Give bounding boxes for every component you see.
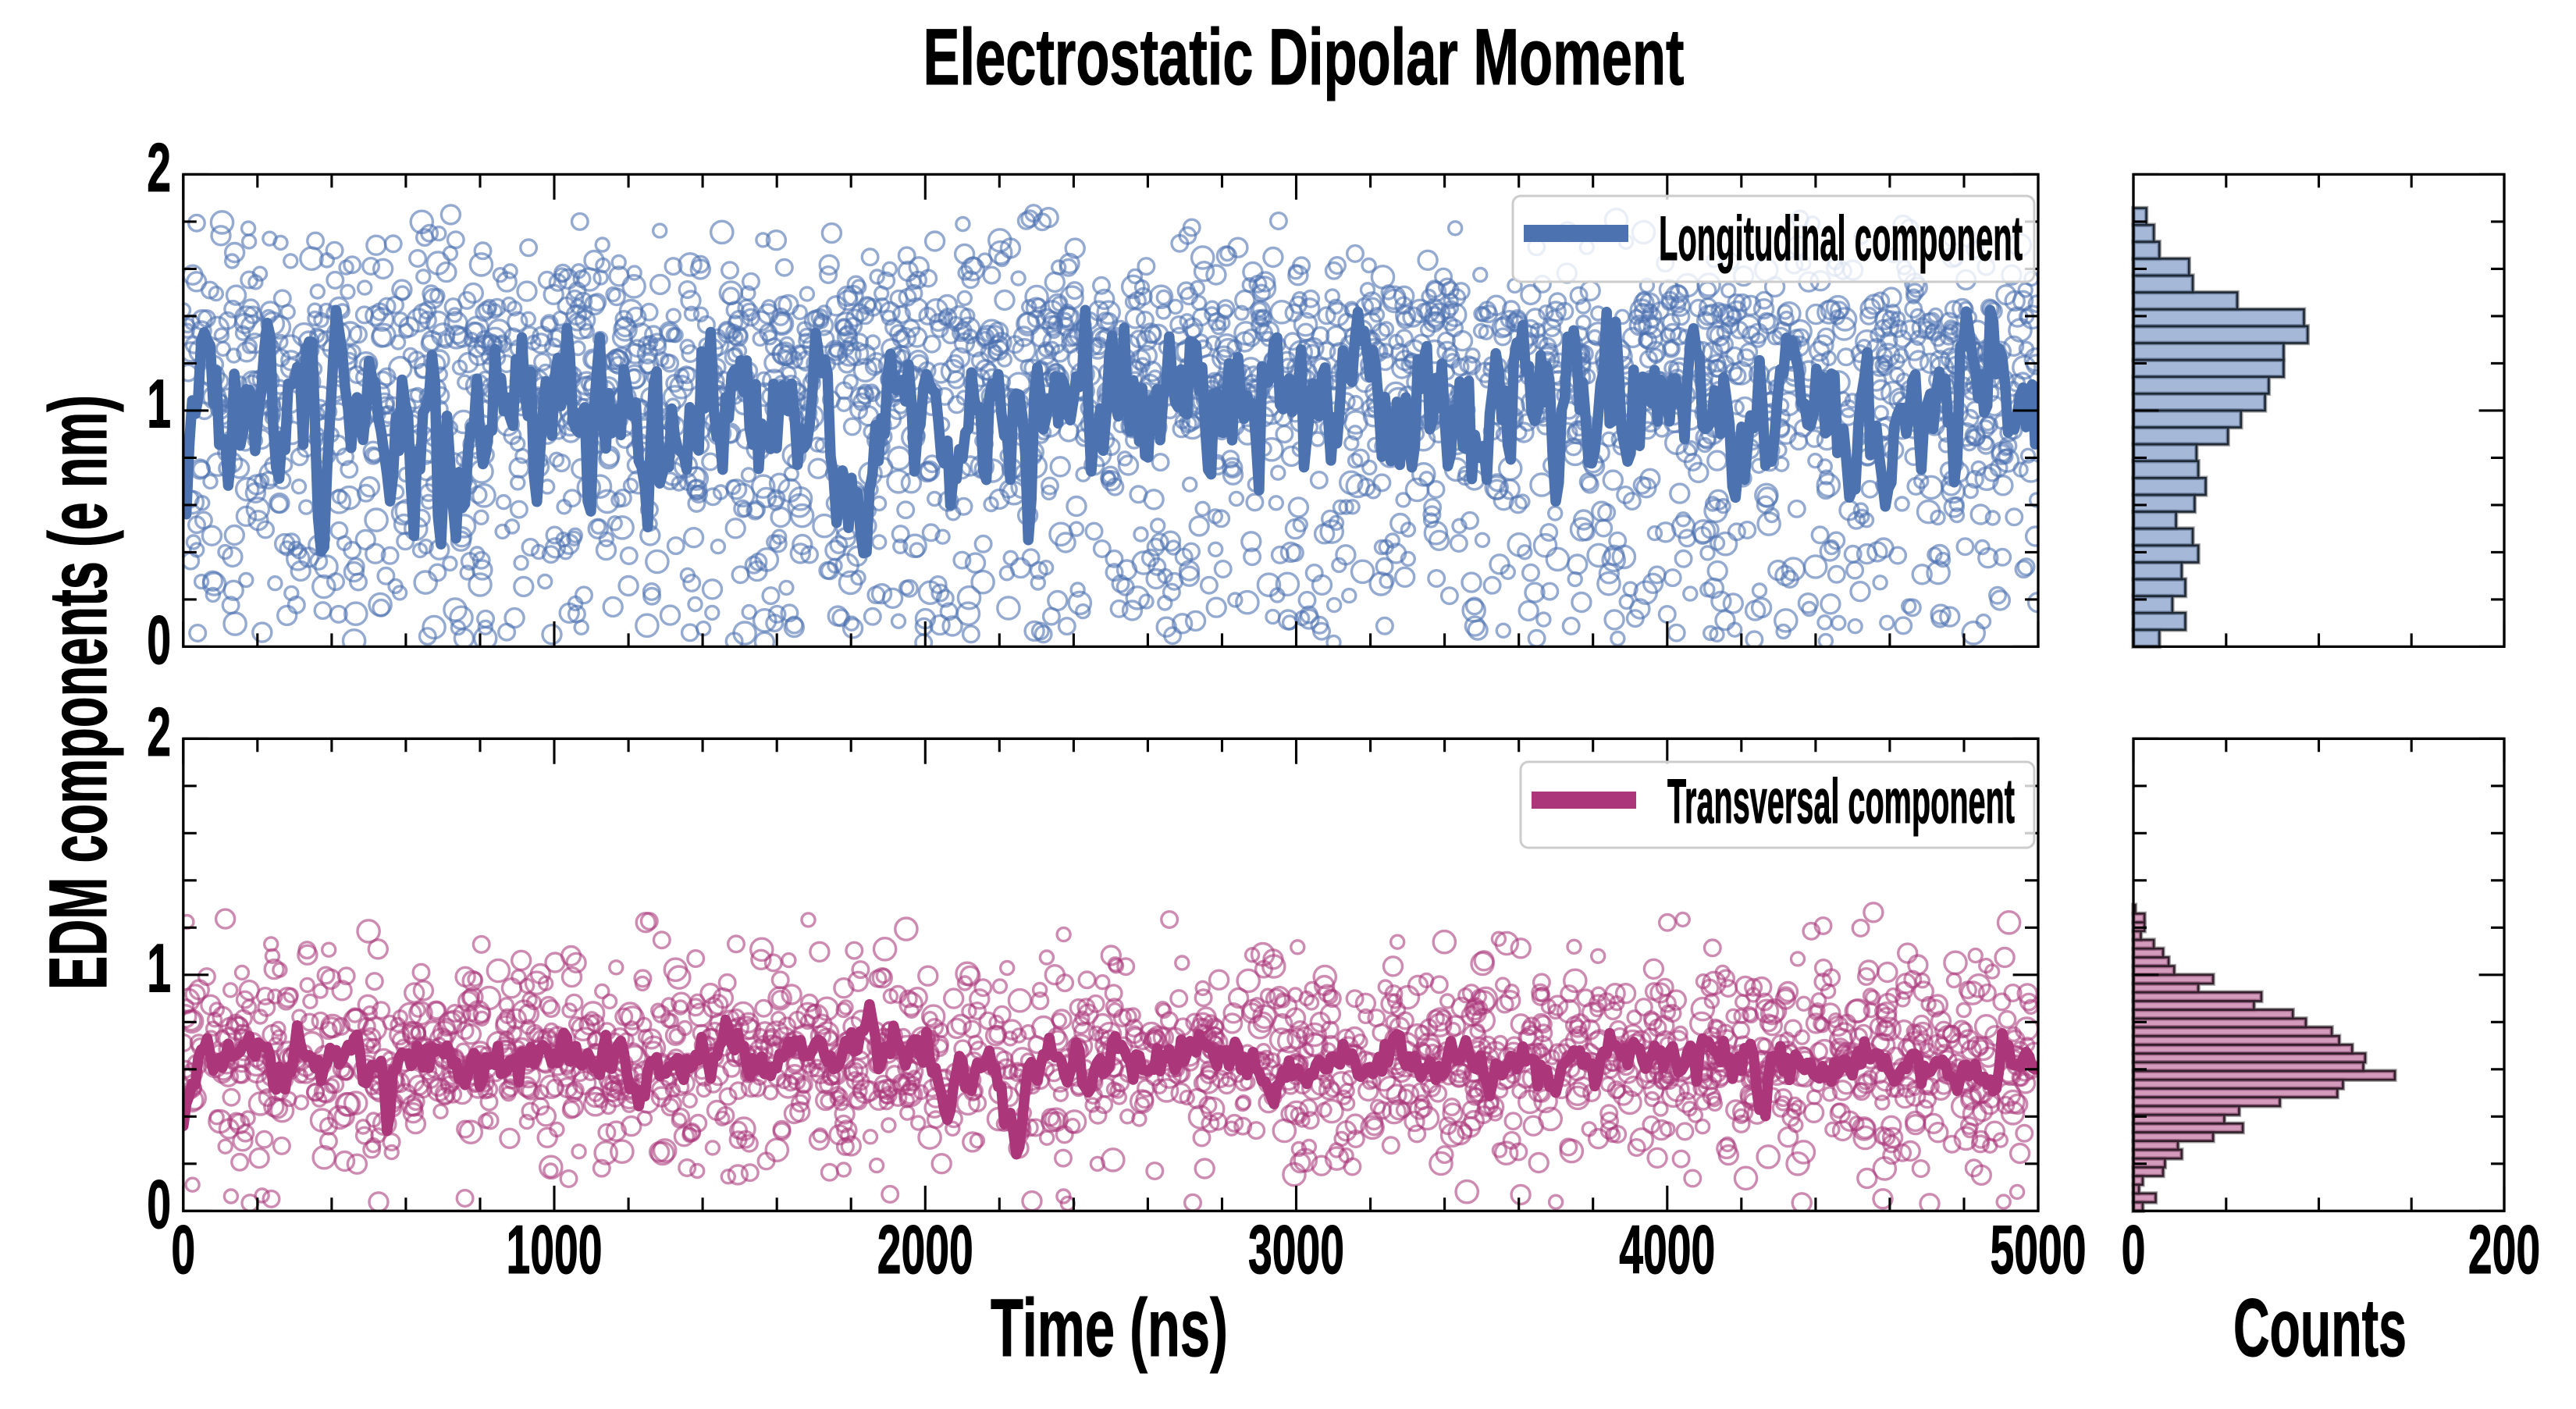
- svg-text:3000: 3000: [1248, 1211, 1344, 1288]
- svg-text:2000: 2000: [877, 1211, 973, 1288]
- svg-text:5000: 5000: [1991, 1211, 2087, 1288]
- svg-text:4000: 4000: [1619, 1211, 1715, 1288]
- svg-text:2: 2: [147, 129, 171, 206]
- svg-text:0: 0: [147, 1165, 171, 1243]
- svg-text:200: 200: [2468, 1211, 2540, 1288]
- svg-text:Time (ns): Time (ns): [991, 1283, 1228, 1374]
- svg-text:Transversal component: Transversal component: [1667, 767, 2015, 837]
- svg-text:Electrostatic Dipolar Moment: Electrostatic Dipolar Moment: [923, 12, 1685, 101]
- svg-text:2: 2: [147, 693, 171, 770]
- svg-text:0: 0: [2122, 1211, 2146, 1288]
- svg-text:1000: 1000: [507, 1211, 603, 1288]
- svg-text:0: 0: [171, 1211, 195, 1288]
- svg-text:Counts: Counts: [2233, 1283, 2407, 1374]
- svg-text:Longitudinal component: Longitudinal component: [1659, 204, 2023, 274]
- svg-text:1: 1: [147, 365, 171, 442]
- svg-text:EDM components (e nm): EDM components (e nm): [33, 395, 124, 990]
- svg-text:0: 0: [147, 601, 171, 678]
- svg-text:1: 1: [147, 929, 171, 1006]
